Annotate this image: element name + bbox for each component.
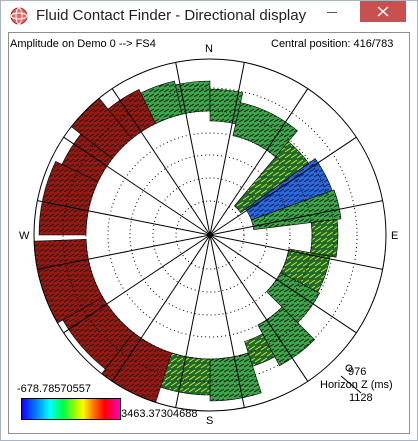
amplitude-label: Amplitude on Demo 0 --> FS4 — [10, 38, 156, 50]
range-ring-1 — [175, 200, 245, 270]
azimuth-spoke-13 — [37, 200, 211, 236]
compass-north: N — [205, 43, 213, 55]
range-ring-6 — [62, 87, 358, 383]
amplitude-sector-11 — [250, 189, 342, 230]
app-icon[interactable] — [10, 7, 28, 25]
colorbar-min-value: -678.78570557 — [17, 383, 92, 395]
colorbar — [21, 398, 121, 420]
depth-bottom-value: 1128 — [349, 392, 373, 404]
minimize-button[interactable] — [317, 1, 347, 23]
azimuth-spoke-10 — [111, 234, 211, 382]
amplitude-sector-16 — [244, 333, 276, 367]
azimuth-spoke-15 — [111, 88, 211, 236]
azimuth-spoke-14 — [63, 136, 211, 236]
directional-rose-plot[interactable] — [9, 33, 410, 434]
azimuth-spoke-9 — [175, 234, 211, 408]
azimuth-spoke-2 — [209, 88, 309, 236]
range-ring-3 — [129, 154, 291, 316]
colorbar-max-value: 3463.37304688 — [121, 408, 198, 420]
azimuth-spoke-6 — [209, 234, 357, 334]
depth-top-value: 976 — [348, 366, 367, 378]
azimuth-spoke-1 — [209, 62, 245, 236]
azimuth-spoke-16 — [175, 62, 211, 236]
title-bar[interactable]: Fluid Contact Finder - Directional displ… — [1, 1, 417, 32]
amplitude-sector-9 — [234, 141, 310, 214]
compass-south: S — [206, 415, 214, 427]
central-position: Central position: 416/783 — [271, 38, 394, 50]
azimuth-spoke-5 — [209, 234, 383, 270]
plot-area[interactable]: Amplitude on Demo 0 --> FS4 Central posi… — [8, 32, 410, 434]
window-title: Fluid Contact Finder - Directional displ… — [36, 7, 307, 24]
range-ring-5 — [85, 110, 335, 360]
compass-east: E — [391, 230, 399, 242]
close-button[interactable] — [360, 1, 406, 22]
range-ring-2 — [152, 177, 268, 293]
azimuth-spoke-7 — [209, 234, 309, 382]
range-ring-4 — [107, 132, 313, 338]
close-icon — [377, 6, 389, 17]
outer-ring — [33, 58, 387, 412]
azimuth-spoke-3 — [209, 136, 357, 236]
compass-west: W — [19, 230, 30, 242]
depth-axis-label: Horizon Z (ms) — [320, 379, 393, 391]
azimuth-spoke-4 — [209, 200, 383, 236]
azimuth-spoke-12 — [37, 234, 211, 270]
azimuth-spoke-11 — [63, 234, 211, 334]
azimuth-spoke-8 — [209, 234, 245, 408]
